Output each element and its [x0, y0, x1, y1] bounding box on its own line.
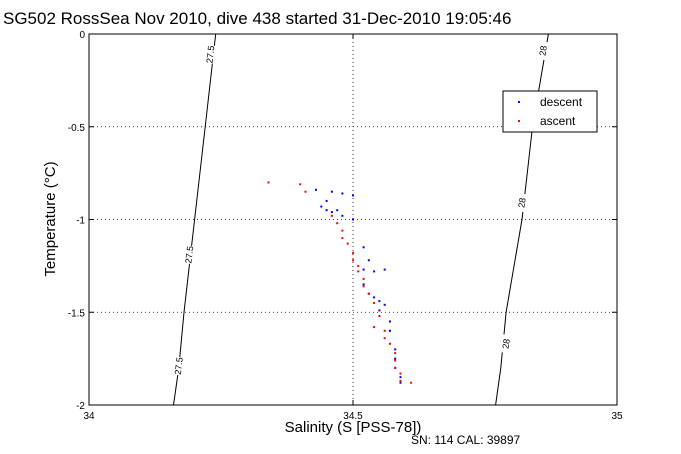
legend: descent ascent: [502, 90, 598, 133]
ascent-point: [399, 372, 402, 375]
ascent-point: [341, 229, 344, 232]
descent-point: [389, 320, 391, 323]
axis-ticks: 34 34.5 35 0 -0.5 -1 -1.5 -2: [68, 30, 623, 422]
density-contour-label: 28: [498, 334, 513, 354]
contour-label-text: 27.5: [183, 245, 195, 264]
ascent-point: [299, 183, 302, 186]
legend-marker-ascent: [518, 120, 520, 122]
ascent-point: [373, 302, 376, 304]
contour-label-background: [535, 40, 550, 61]
contour-label-background: [182, 245, 196, 265]
ascent-point: [373, 326, 376, 329]
contour-label-background: [171, 356, 185, 376]
x-tick-label: 34.5: [343, 411, 363, 422]
descent-point: [325, 209, 328, 212]
contour-label-background: [514, 193, 529, 213]
descent-point: [341, 192, 344, 195]
descent-point: [373, 296, 376, 299]
descent-point: [336, 209, 339, 212]
descent-point: [325, 199, 328, 202]
descent-point: [362, 268, 365, 271]
y-tick-label: -2: [76, 401, 85, 412]
ascent-point: [304, 190, 307, 193]
y-tick-label: 0: [79, 30, 85, 41]
descent-point: [341, 214, 344, 217]
ascent-point: [394, 352, 397, 355]
descent-point: [378, 309, 381, 312]
y-tick-label: -1.5: [68, 308, 86, 319]
descent-point: [399, 381, 402, 384]
descent-point: [367, 259, 370, 262]
ascent-point: [389, 342, 391, 345]
ascent-point: [383, 337, 386, 340]
ascent-point: [346, 242, 349, 245]
ascent-point: [367, 292, 370, 295]
density-contour-label: 27.5: [171, 356, 185, 376]
descent-point: [378, 300, 381, 303]
y-tick-label: -1: [76, 216, 85, 227]
data-points: [267, 181, 413, 384]
descent-point: [383, 303, 386, 306]
descent-point: [330, 211, 333, 214]
ascent-point: [341, 237, 344, 240]
contour-label-text: 27.5: [204, 45, 216, 64]
ascent-point: [362, 285, 365, 288]
calibration-footer: SN: 114 CAL: 39897: [411, 433, 521, 447]
ascent-point: [352, 251, 354, 254]
contour-label-background: [498, 334, 513, 354]
ascent-point: [399, 379, 402, 382]
descent-point: [362, 246, 365, 249]
density-contour-label: 28: [514, 193, 529, 213]
descent-point: [389, 329, 391, 332]
density-contour-label: 27.5: [203, 44, 217, 64]
chart-title: SG502 RossSea Nov 2010, dive 438 started…: [3, 9, 511, 28]
ascent-point: [394, 366, 397, 369]
contour-label-background: [203, 44, 217, 64]
descent-point: [315, 188, 317, 191]
contour-label-text: 27.5: [173, 357, 185, 376]
contour-label-text: 28: [516, 197, 527, 208]
contour-label-text: 28: [537, 45, 548, 56]
ascent-point: [352, 259, 354, 262]
descent-point: [320, 205, 323, 208]
ascent-point: [410, 381, 413, 384]
legend-label-descent: descent: [540, 95, 583, 109]
descent-point: [352, 218, 354, 221]
y-axis-label: Temperature (°C): [42, 161, 59, 276]
density-contour-label: 28: [535, 40, 550, 61]
contour-label-text: 28: [500, 338, 511, 349]
x-axis-label: Salinity (S [PSS-78]): [285, 419, 422, 436]
ascent-point: [330, 214, 333, 217]
legend-marker-descent: [518, 101, 520, 103]
descent-point: [383, 268, 386, 271]
descent-point: [362, 283, 365, 286]
ascent-point: [383, 329, 386, 332]
x-tick-label: 34: [83, 411, 95, 422]
density-contour-label: 27.5: [182, 245, 196, 265]
ascent-point: [267, 181, 270, 184]
y-tick-label: -0.5: [68, 123, 86, 134]
ascent-point: [357, 264, 360, 267]
ascent-point: [394, 359, 397, 362]
plot-area: 27.5 27.5 27.5 28 28 28 34 34.5 35 0 -0.5 -1 -1.5 -2: [68, 30, 623, 422]
descent-point: [352, 194, 354, 197]
descent-point: [394, 348, 397, 351]
descent-point: [373, 270, 376, 273]
ascent-point: [362, 277, 365, 280]
descent-point: [330, 190, 333, 193]
x-tick-label: 35: [611, 411, 623, 422]
legend-label-ascent: ascent: [540, 114, 576, 128]
ascent-point: [357, 270, 360, 273]
descent-point: [399, 376, 402, 379]
ascent-point: [378, 315, 381, 317]
legend-box: [502, 90, 598, 133]
descent-point: [394, 357, 397, 360]
ascent-point: [336, 222, 339, 225]
